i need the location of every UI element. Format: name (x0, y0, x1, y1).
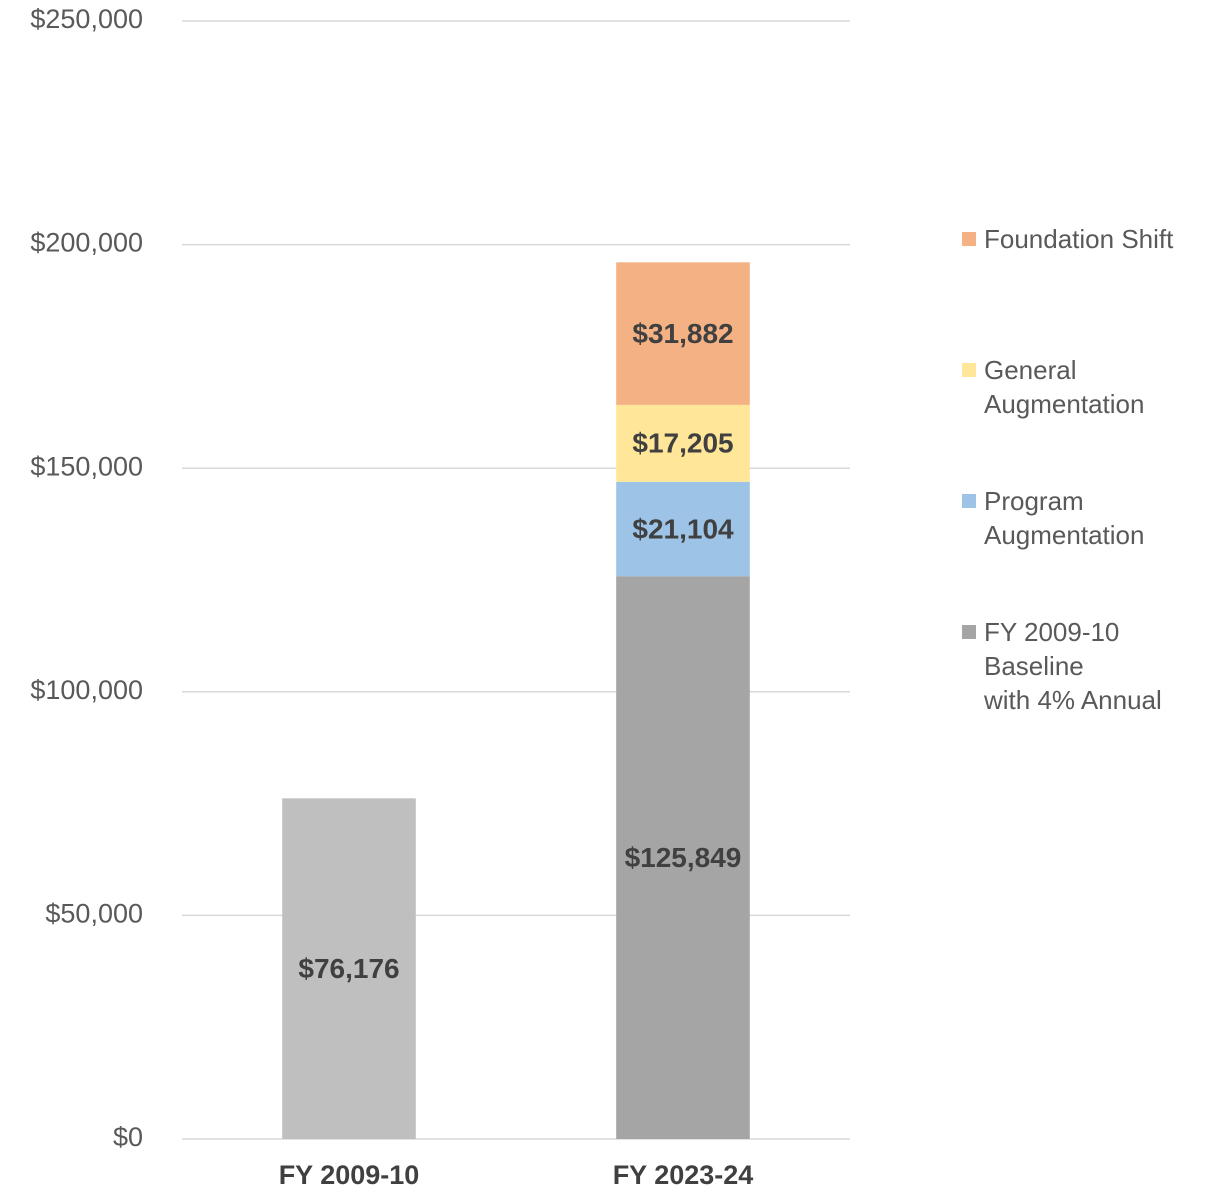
legend-label: General Augmentation (984, 355, 1145, 419)
y-tick-label: $250,000 (30, 4, 143, 34)
x-tick-label: FY 2009-10 (279, 1160, 420, 1190)
y-tick-label: $150,000 (30, 451, 143, 481)
x-tick-label: FY 2023-24 (613, 1160, 754, 1190)
y-tick-label: $100,000 (30, 675, 143, 705)
bar-segment (616, 262, 750, 405)
bar-segment (616, 576, 750, 1139)
data-label: $76,176 (298, 953, 399, 984)
y-tick-label: $0 (113, 1122, 143, 1152)
y-tick-label: $50,000 (45, 899, 143, 929)
legend-swatch (962, 494, 976, 508)
data-label: $21,104 (632, 513, 734, 544)
y-tick-label: $200,000 (30, 228, 143, 258)
data-label: $31,882 (632, 318, 733, 349)
data-label: $17,205 (632, 428, 733, 459)
bar-segment (616, 481, 750, 577)
legend-label: FY 2009-10 Baseline with 4% Annual (984, 617, 1162, 715)
legend-label: Foundation Shift (984, 224, 1174, 254)
data-label: $125,849 (625, 842, 742, 873)
bar-segment (282, 798, 416, 1139)
legend-swatch (962, 232, 976, 246)
bar-segment (616, 404, 750, 482)
legend-swatch (962, 625, 976, 639)
legend-label: Program Augmentation (984, 486, 1145, 550)
legend-swatch (962, 363, 976, 377)
